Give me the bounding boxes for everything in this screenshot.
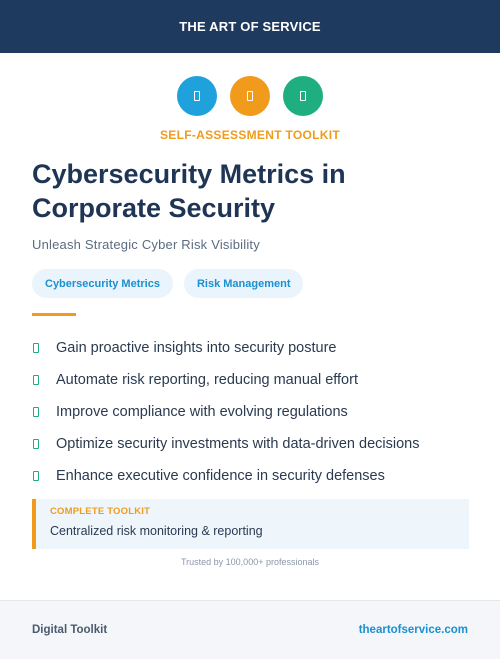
tag-cybersecurity-metrics[interactable]: Cybersecurity Metrics: [32, 269, 173, 298]
trust-note: Trusted by 100,000+ professionals: [180, 557, 319, 567]
check-icon: [33, 439, 39, 449]
document-icon: [300, 91, 306, 101]
benefit-text: Optimize security investments with data-…: [56, 436, 420, 452]
callout-label: COMPLETE TOOLKIT: [50, 506, 151, 517]
eyebrow-label: SELF-ASSESSMENT TOOLKIT: [159, 128, 341, 142]
footer-label: Digital Toolkit: [32, 624, 108, 636]
top-banner: THE ART OF SERVICE: [0, 0, 500, 53]
check-icon: [33, 471, 39, 481]
brand-name: THE ART OF SERVICE: [179, 19, 321, 34]
icon-row: [0, 76, 500, 116]
blue-badge: [177, 76, 217, 116]
tag-risk-management[interactable]: Risk Management: [183, 269, 304, 298]
benefit-text: Improve compliance with evolving regulat…: [56, 404, 348, 420]
subtitle: Unleash Strategic Cyber Risk Visibility: [32, 237, 260, 252]
document-icon: [194, 91, 200, 101]
benefit-text: Automate risk reporting, reducing manual…: [56, 372, 358, 388]
website-link[interactable]: theartofservice.com: [358, 624, 468, 636]
benefit-text: Enhance executive confidence in security…: [56, 468, 385, 484]
check-icon: [33, 407, 39, 417]
tag-list: Cybersecurity Metrics Risk Management: [32, 269, 304, 298]
benefit-text: Gain proactive insights into security po…: [56, 340, 337, 356]
check-icon: [33, 375, 39, 385]
benefit-item: Enhance executive confidence in security…: [32, 460, 472, 492]
check-icon: [33, 343, 39, 353]
callout-text: Centralized risk monitoring & reporting: [50, 524, 263, 538]
benefit-item: Optimize security investments with data-…: [32, 428, 472, 460]
green-badge: [283, 76, 323, 116]
benefit-list: Gain proactive insights into security po…: [32, 332, 472, 492]
footer: Digital Toolkit theartofservice.com: [0, 600, 500, 659]
page-title: Cybersecurity Metrics in Corporate Secur…: [32, 159, 346, 223]
toolkit-callout: COMPLETE TOOLKIT Centralized risk monito…: [32, 499, 469, 549]
benefit-item: Improve compliance with evolving regulat…: [32, 396, 472, 428]
benefit-item: Automate risk reporting, reducing manual…: [32, 364, 472, 396]
document-icon: [247, 91, 253, 101]
accent-divider: [32, 313, 76, 316]
orange-badge: [230, 76, 270, 116]
benefit-item: Gain proactive insights into security po…: [32, 332, 472, 364]
